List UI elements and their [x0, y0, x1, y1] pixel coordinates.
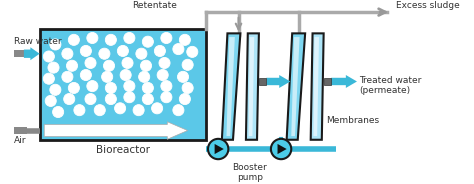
Circle shape — [152, 103, 163, 114]
Circle shape — [124, 32, 135, 44]
Bar — [40, 29, 206, 140]
Circle shape — [80, 69, 91, 81]
Circle shape — [182, 82, 193, 93]
Circle shape — [43, 73, 55, 84]
Bar — [324, 78, 331, 85]
Circle shape — [48, 62, 59, 73]
FancyArrow shape — [24, 47, 40, 60]
Polygon shape — [291, 37, 300, 136]
Circle shape — [99, 48, 110, 59]
Circle shape — [142, 82, 154, 93]
Circle shape — [87, 81, 98, 92]
Circle shape — [271, 139, 291, 159]
Circle shape — [118, 45, 128, 56]
Circle shape — [140, 60, 152, 71]
Circle shape — [80, 45, 91, 56]
Circle shape — [179, 93, 191, 105]
Polygon shape — [287, 33, 305, 140]
Circle shape — [182, 59, 193, 70]
Circle shape — [155, 45, 165, 56]
Polygon shape — [313, 37, 319, 136]
Polygon shape — [227, 37, 235, 136]
Text: Air: Air — [14, 136, 26, 145]
Circle shape — [161, 92, 172, 103]
Circle shape — [85, 93, 96, 105]
Circle shape — [159, 57, 170, 68]
Bar — [259, 78, 266, 85]
Text: Treated water
(permeate): Treated water (permeate) — [359, 76, 421, 95]
Circle shape — [179, 34, 191, 45]
Circle shape — [66, 60, 78, 71]
Circle shape — [142, 36, 154, 47]
Circle shape — [208, 139, 228, 159]
Circle shape — [74, 105, 85, 116]
Circle shape — [50, 39, 61, 50]
Circle shape — [138, 71, 150, 82]
Circle shape — [53, 107, 64, 118]
Circle shape — [161, 81, 172, 92]
Circle shape — [120, 69, 131, 81]
Text: Bioreactor: Bioreactor — [96, 145, 150, 155]
Bar — [14, 50, 27, 57]
Text: Excess sludge: Excess sludge — [396, 1, 460, 10]
Polygon shape — [246, 33, 259, 140]
Circle shape — [50, 84, 61, 95]
Polygon shape — [310, 33, 324, 140]
Circle shape — [173, 105, 184, 116]
Text: Raw water: Raw water — [14, 37, 61, 46]
Circle shape — [101, 71, 113, 82]
Circle shape — [64, 93, 75, 105]
Circle shape — [133, 105, 144, 116]
Circle shape — [43, 51, 55, 62]
Circle shape — [87, 32, 98, 44]
Circle shape — [115, 103, 126, 114]
Circle shape — [94, 105, 105, 116]
Bar — [14, 127, 27, 134]
Circle shape — [85, 57, 96, 68]
Circle shape — [177, 71, 189, 82]
FancyArrow shape — [44, 122, 188, 139]
Polygon shape — [222, 33, 240, 140]
Circle shape — [187, 46, 198, 57]
Circle shape — [68, 82, 80, 93]
Text: Membranes: Membranes — [327, 116, 380, 125]
Circle shape — [62, 48, 73, 59]
Circle shape — [62, 71, 73, 82]
Circle shape — [103, 60, 115, 71]
Circle shape — [173, 44, 184, 55]
FancyArrow shape — [266, 75, 291, 88]
Circle shape — [68, 34, 80, 45]
Polygon shape — [249, 37, 254, 136]
Circle shape — [45, 95, 56, 107]
Circle shape — [105, 82, 117, 93]
Polygon shape — [215, 144, 224, 154]
Circle shape — [105, 34, 117, 45]
Circle shape — [124, 81, 135, 92]
Circle shape — [122, 57, 133, 68]
Circle shape — [161, 32, 172, 44]
Polygon shape — [278, 144, 287, 154]
Circle shape — [136, 48, 147, 59]
Circle shape — [105, 93, 117, 105]
Circle shape — [157, 69, 168, 81]
Text: Booster
pump: Booster pump — [232, 163, 267, 182]
Circle shape — [142, 93, 154, 105]
FancyArrow shape — [331, 75, 357, 88]
Circle shape — [124, 92, 135, 103]
Text: Retentate: Retentate — [132, 1, 177, 10]
